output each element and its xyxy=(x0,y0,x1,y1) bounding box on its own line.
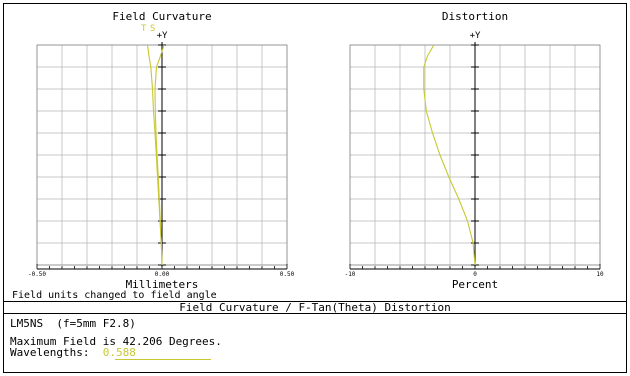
field-curvature-y-axis-label: +Y xyxy=(157,31,168,41)
legend-s: S xyxy=(150,24,155,34)
field-curvature-x-tick-label: 0.50 xyxy=(280,271,295,278)
field-curvature-x-tick-label: -0.50 xyxy=(28,271,46,278)
distortion-x-tick-label: -10 xyxy=(345,271,356,278)
distortion-x-tick-label: 10 xyxy=(596,271,604,278)
outer-frame xyxy=(3,3,627,373)
distortion-y-axis-label: +Y xyxy=(470,31,481,41)
distortion-curve xyxy=(423,44,476,266)
lens-name: LM5NS (f=5mm F2.8) xyxy=(10,317,136,330)
wavelength-underline xyxy=(115,359,211,360)
wavelengths-row: Wavelengths: 0.588 xyxy=(10,346,136,359)
wavelengths-label: Wavelengths: xyxy=(10,346,90,359)
field-curvature-curve-s xyxy=(154,44,165,266)
field-units-note: Field units changed to field angle xyxy=(12,290,217,301)
distortion-title: Distortion xyxy=(442,10,508,23)
wavelengths-value: 0.588 xyxy=(102,346,136,359)
report-title: Field Curvature / F-Tan(Theta) Distortio… xyxy=(179,301,451,314)
legend-t: T xyxy=(141,24,147,34)
distortion-x-tick-label: 0 xyxy=(473,271,477,278)
distortion-x-axis-label: Percent xyxy=(452,278,498,291)
field-curvature-x-axis-label: Millimeters xyxy=(126,278,199,291)
field-curvature-title: Field Curvature xyxy=(112,10,211,23)
max-field-text: Maximum Field is 42.206 Degrees. xyxy=(10,335,222,348)
field-curvature-x-tick-label: 0.00 xyxy=(155,271,170,278)
